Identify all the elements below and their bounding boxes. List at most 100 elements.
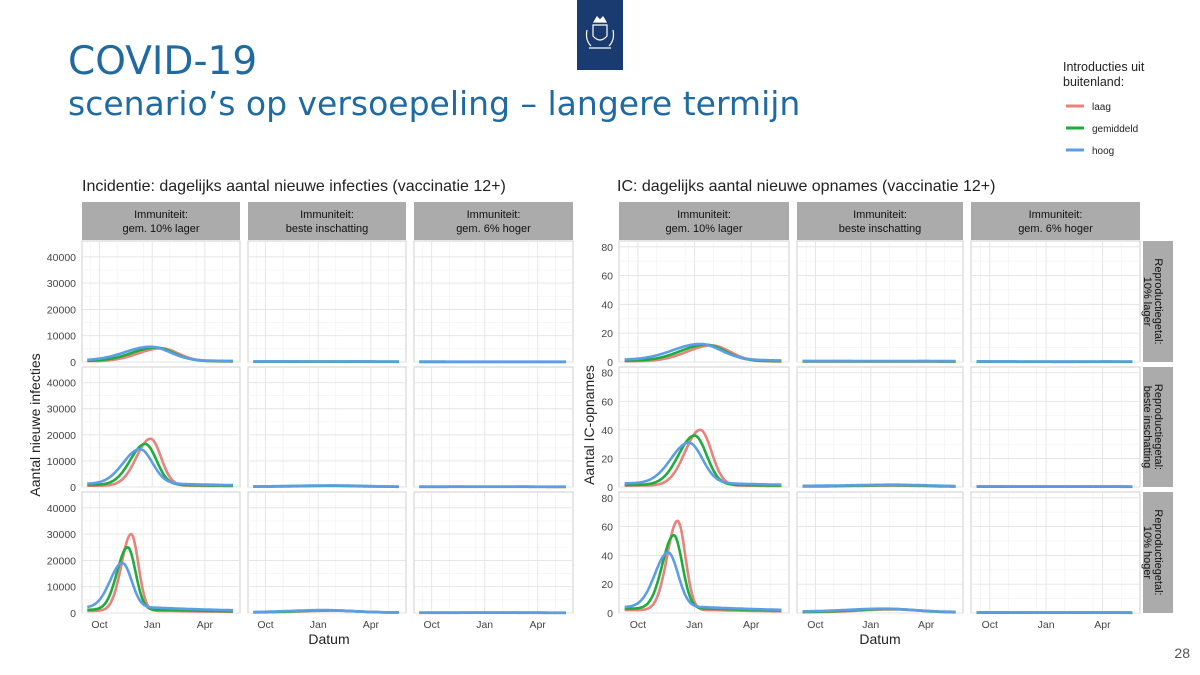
row-strip-label: Reproductiegetal: — [1152, 384, 1164, 470]
coat-of-arms-icon — [577, 0, 623, 70]
page-number: 28 — [1174, 645, 1190, 661]
column-strip-label: Immuniteit: — [853, 209, 907, 221]
y-tick-label: 20000 — [47, 555, 76, 567]
y-tick-label: 60 — [601, 271, 613, 283]
row-strip-label: Reproductiegetal: — [1152, 509, 1164, 595]
chart-1-ylabel: Aantal nieuwe infecties — [27, 353, 43, 496]
series-line-hoog — [253, 484, 400, 488]
panel-r1-c0: 0 10000 20000 30000 40000 — [47, 366, 241, 494]
row-strip-label: Reproductiegetal: — [1152, 258, 1164, 344]
y-tick-label: 10000 — [47, 456, 76, 468]
y-tick-label: 30000 — [47, 404, 76, 416]
x-tick-label: Apr — [363, 619, 380, 631]
column-strip — [619, 202, 789, 240]
column-strip-label: gem. 10% lager — [665, 223, 742, 235]
x-tick-label: Oct — [807, 619, 823, 631]
x-tick-label: Jan — [1038, 619, 1055, 631]
legend-label-laag: laag — [1092, 102, 1111, 113]
series-line-hoog — [87, 345, 234, 363]
y-tick-label: 0 — [70, 482, 76, 494]
legend-label-gemiddeld: gemiddeld — [1092, 124, 1138, 135]
column-strip — [414, 202, 573, 240]
panel-r1-c1 — [796, 366, 964, 488]
panel-r1-c2 — [970, 366, 1141, 489]
panel-r2-c0: 0 20 40 60 80 Oct Jan Apr — [601, 491, 790, 631]
title-line-1: COVID-19 — [68, 39, 258, 84]
x-tick-label: Oct — [630, 619, 646, 631]
row-strips: Reproductiegetal:10% lagerReproductieget… — [1141, 241, 1173, 613]
x-tick-label: Apr — [197, 619, 214, 631]
y-tick-label: 30000 — [47, 278, 76, 290]
column-strip — [248, 202, 406, 240]
y-tick-label: 20 — [601, 328, 613, 340]
panel-r0-c1 — [796, 240, 964, 363]
x-tick-label: Apr — [529, 619, 546, 631]
y-tick-label: 0 — [70, 357, 76, 369]
series-line-hoog — [87, 447, 234, 487]
x-tick-label: Apr — [743, 619, 760, 631]
column-strip — [82, 202, 240, 240]
panel-r0-c2 — [413, 240, 574, 364]
x-tick-label: Jan — [686, 619, 703, 631]
column-strip-label: gem. 6% hoger — [1018, 223, 1093, 235]
series-line-hoog — [624, 342, 782, 362]
series-line-hoog — [253, 608, 400, 614]
x-tick-label: Jan — [144, 619, 161, 631]
x-tick-label: Oct — [423, 619, 439, 631]
series-line-hoog — [87, 561, 234, 612]
row-strip-label: 10% lager — [1141, 277, 1153, 327]
chart-1-title: Incidentie: dagelijks aantal nieuwe infe… — [82, 178, 506, 195]
x-tick-label: Oct — [91, 619, 107, 631]
row-strip — [1143, 241, 1173, 362]
series-line-gemiddeld — [87, 546, 234, 613]
row-strip — [1143, 367, 1173, 487]
panel-r2-c1: Oct Jan Apr — [796, 491, 964, 631]
title-line-2: scenario’s op versoepeling – langere ter… — [68, 84, 801, 123]
legend-title-line-2: buitenland: — [1063, 75, 1124, 89]
y-tick-label: 40 — [601, 299, 613, 311]
column-strip-label: Immuniteit: — [1029, 209, 1083, 221]
row-strip-label: 10% hoger — [1141, 526, 1153, 580]
y-tick-label: 40000 — [47, 378, 76, 390]
y-tick-label: 0 — [607, 482, 613, 494]
y-tick-label: 80 — [601, 242, 613, 254]
y-tick-label: 80 — [601, 493, 613, 505]
y-tick-label: 80 — [601, 368, 613, 380]
panel-r0-c0: 0 10000 20000 30000 40000 — [47, 240, 241, 369]
column-strip-label: beste inschatting — [286, 223, 369, 235]
x-tick-label: Jan — [476, 619, 493, 631]
panel-r0-c1 — [247, 240, 407, 364]
chart-1-xlabel: Datum — [308, 631, 349, 647]
panel-r0-c0: 0 20 40 60 80 — [601, 240, 790, 369]
chart-2-ylabel: Aantal IC-opnames — [581, 365, 597, 485]
legend-title-line-1: Introducties uit — [1063, 60, 1145, 74]
slide-title: COVID-19 scenario’s op versoepeling – la… — [68, 40, 800, 124]
column-strip-label: Immuniteit: — [467, 209, 521, 221]
chart-1-panels: Immuniteit: gem. 10% lager Immuniteit: best… — [47, 202, 574, 631]
y-tick-label: 10000 — [47, 331, 76, 343]
panel-r1-c2 — [413, 366, 574, 489]
y-tick-label: 60 — [601, 522, 613, 534]
row-strip-label: beste inschatting — [1141, 386, 1153, 469]
panel-r2-c0: 0 10000 20000 30000 40000 Oct Jan Apr — [47, 491, 241, 631]
x-tick-label: Oct — [257, 619, 273, 631]
panel-r0-c2 — [970, 240, 1141, 364]
x-tick-label: Jan — [862, 619, 879, 631]
panel-r2-c2: Oct Jan Apr — [970, 491, 1141, 631]
y-tick-label: 40000 — [47, 252, 76, 264]
series-line-hoog — [624, 551, 782, 612]
y-tick-label: 20000 — [47, 304, 76, 316]
y-tick-label: 10000 — [47, 582, 76, 594]
y-tick-label: 0 — [70, 608, 76, 620]
panel-r2-c1: Oct Jan Apr — [247, 491, 407, 631]
panel-r1-c1 — [247, 366, 407, 489]
column-strip — [797, 202, 963, 240]
panel-r2-c2: Oct Jan Apr — [413, 491, 574, 631]
row-strip — [1143, 492, 1173, 613]
x-tick-label: Jan — [310, 619, 327, 631]
column-strip — [971, 202, 1140, 240]
column-strip-label: Immuniteit: — [677, 209, 731, 221]
legend-label-hoog: hoog — [1092, 146, 1114, 157]
chart-2-panels: Immuniteit: gem. 10% lager Immuniteit: best… — [601, 202, 1141, 631]
chart-2-title: IC: dagelijks aantal nieuwe opnames (vac… — [617, 178, 995, 195]
